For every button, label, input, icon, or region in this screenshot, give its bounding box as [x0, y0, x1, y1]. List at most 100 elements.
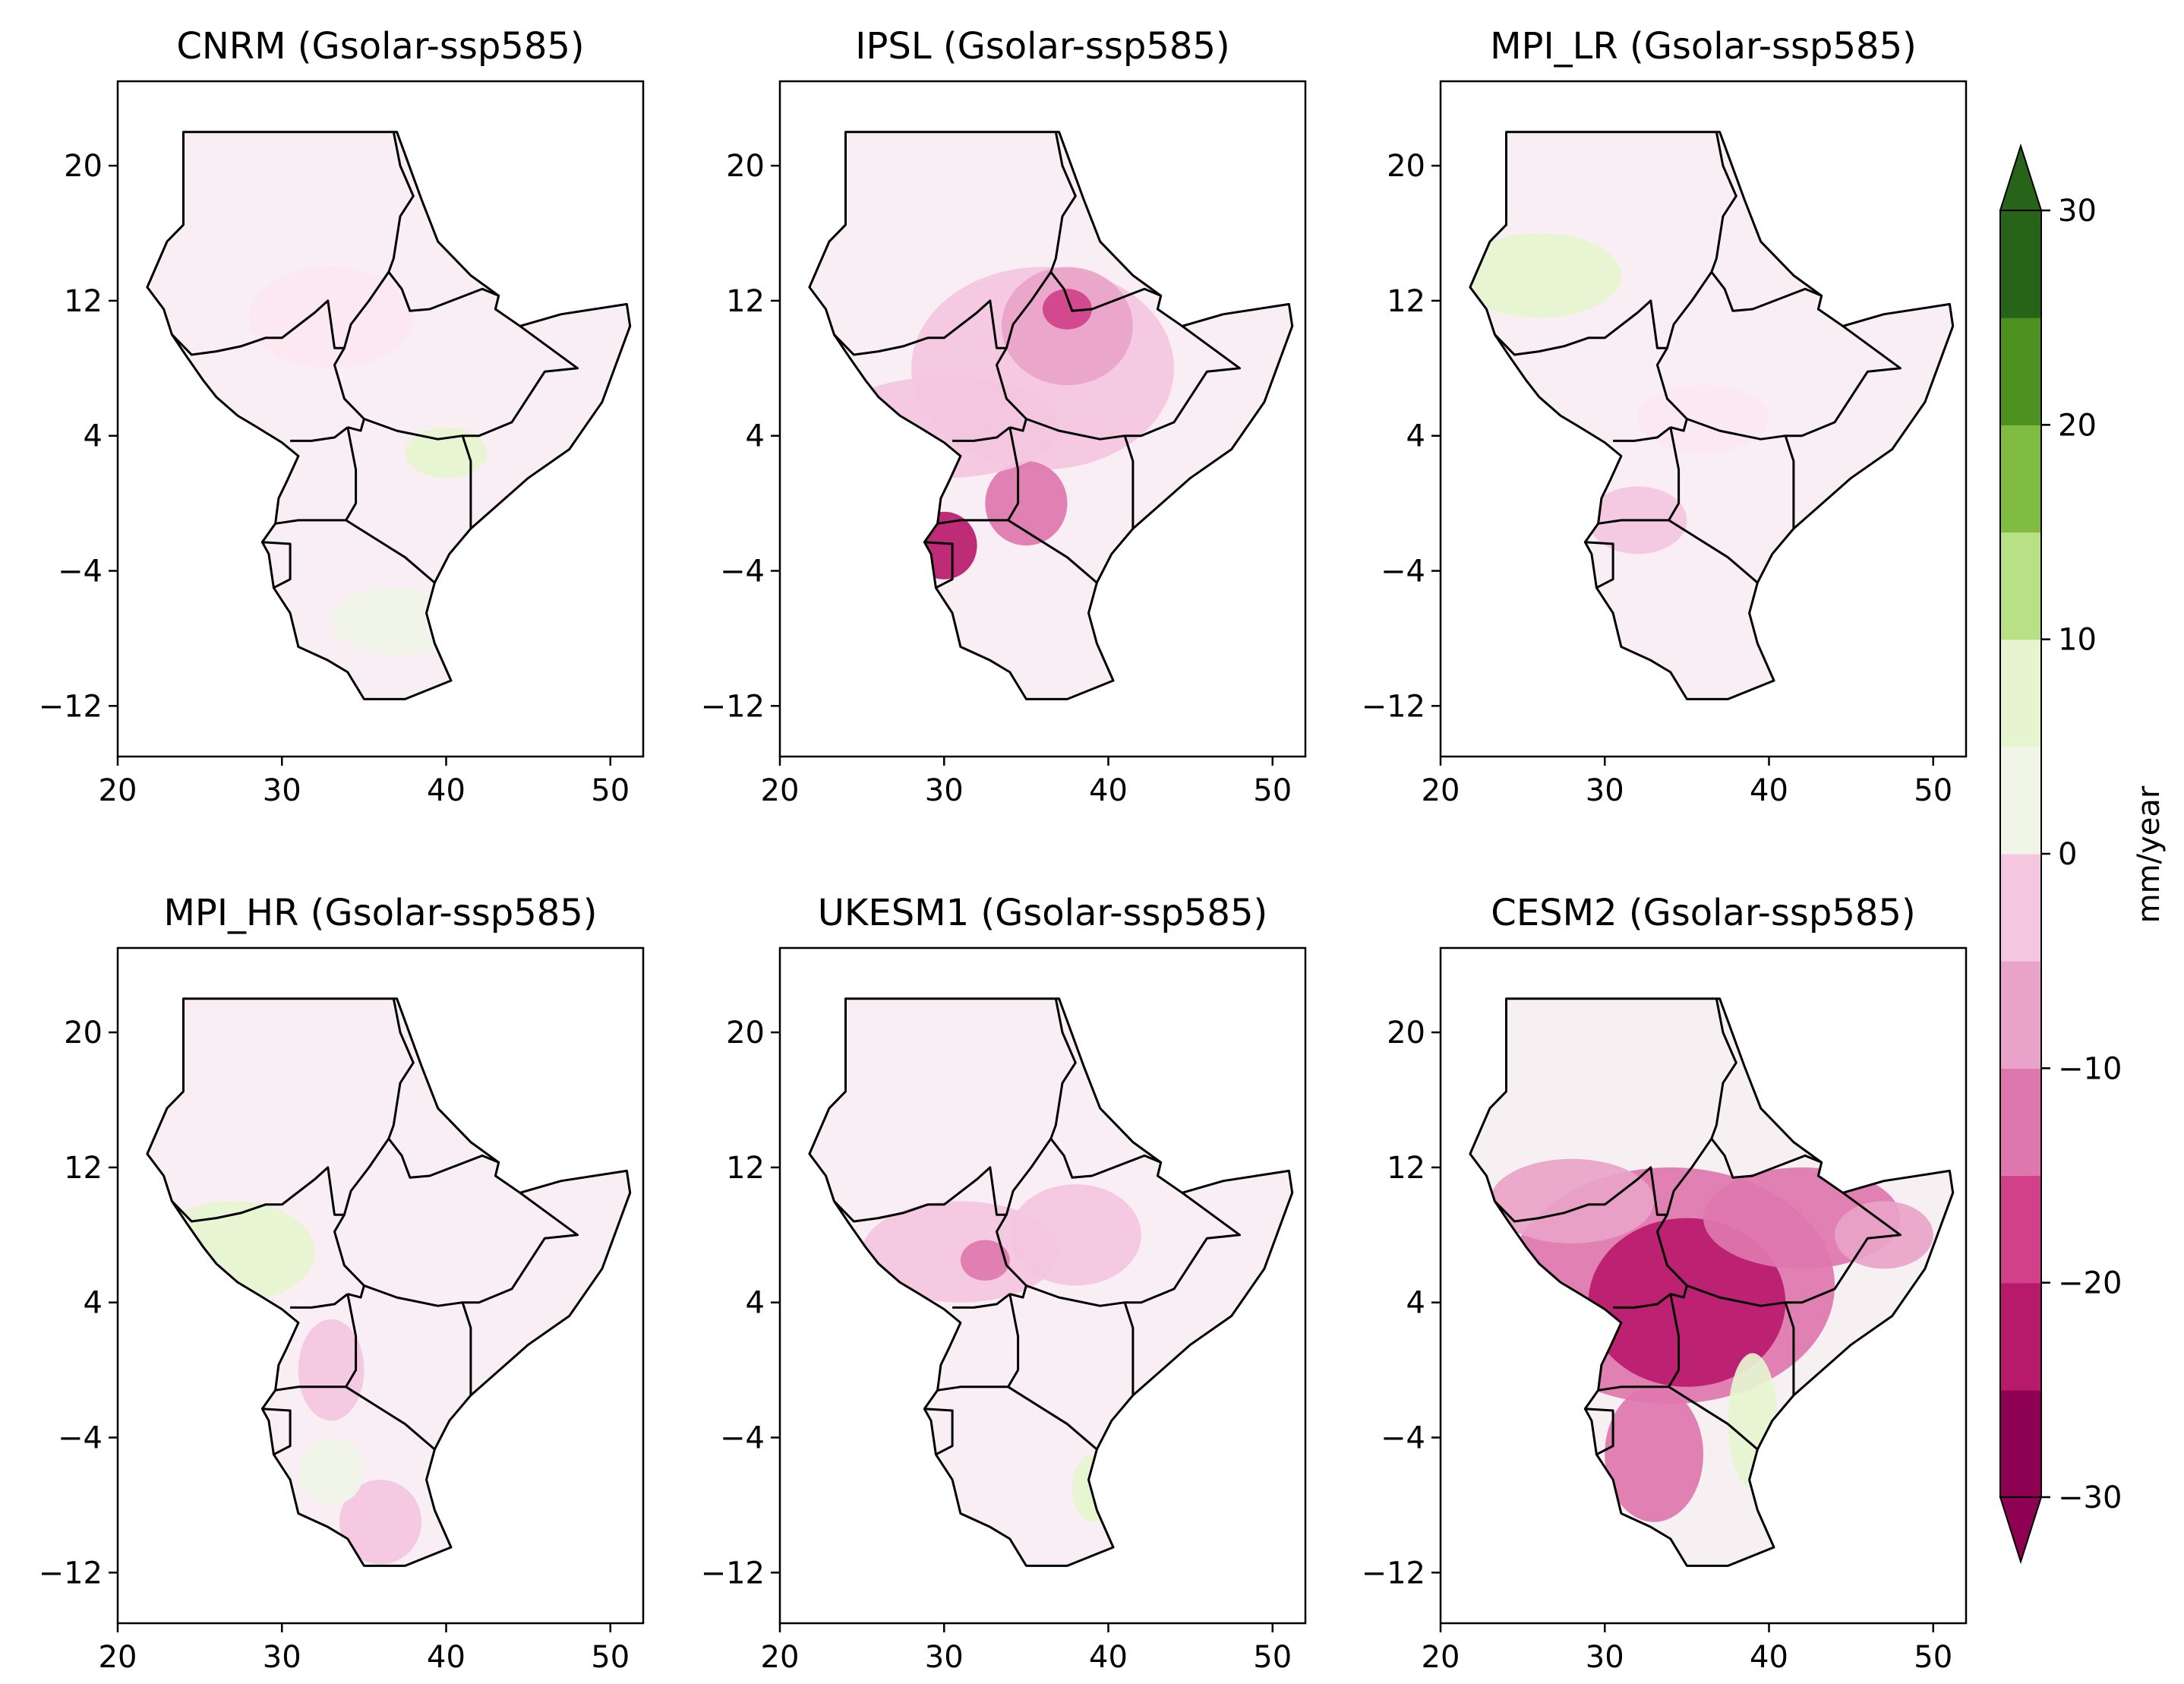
colorbar-unit-label: mm/year: [2132, 785, 2167, 923]
country-border: [333, 271, 579, 441]
country-border: [333, 1138, 579, 1307]
country-border: [1009, 419, 1027, 432]
x-tick-label: 20: [99, 1640, 137, 1675]
y-tick-label: −12: [701, 1556, 765, 1591]
country-border: [345, 1294, 358, 1388]
y-tick-label: 20: [64, 1016, 103, 1051]
panel-title: IPSL (Gsolar-ssp585): [855, 25, 1229, 68]
anomaly-contour: [1588, 1218, 1786, 1387]
country-border: [461, 435, 472, 529]
anomaly-contour: [1637, 385, 1769, 453]
x-tick-label: 40: [1089, 773, 1128, 808]
colorbar-tick-label: −20: [2058, 1266, 2122, 1301]
coastline: [146, 131, 632, 700]
y-tick-label: 12: [726, 284, 765, 319]
axes-frame: [1439, 946, 1968, 1625]
country-border: [1598, 1385, 1759, 1451]
x-tick-label: 50: [1914, 773, 1952, 808]
anomaly-contour: [1043, 289, 1092, 330]
y-tick-label: 20: [64, 149, 103, 184]
anomaly-contour: [298, 1319, 365, 1421]
colorbar: 30 20 10 0 −10 −20 −30 mm/year: [1999, 143, 2167, 1565]
x-tick-label: 50: [591, 773, 630, 808]
country-border: [1670, 1285, 1688, 1299]
panel-title: MPI_HR (Gsolar-ssp585): [163, 892, 597, 934]
anomaly-contour: [960, 1240, 1010, 1281]
colorbar-segment: [2000, 318, 2041, 425]
country-border: [290, 426, 349, 442]
country-border: [1585, 1408, 1614, 1456]
country-border: [1613, 426, 1671, 442]
x-tick-label: 20: [761, 773, 800, 808]
panel-title: CESM2 (Gsolar-ssp585): [1491, 892, 1915, 934]
axes-frame: [1439, 80, 1968, 758]
country-border: [952, 426, 1011, 442]
y-tick-label: 12: [1387, 284, 1425, 319]
land-area: [147, 998, 630, 1566]
country-border: [1123, 435, 1135, 529]
x-tick-label: 30: [1586, 1640, 1624, 1675]
anomaly-contour: [1469, 233, 1621, 318]
y-tick-label: 4: [1406, 419, 1425, 454]
country-border: [275, 519, 436, 584]
colorbar-tick-label: 20: [2058, 408, 2097, 443]
y-tick-label: 4: [84, 1286, 103, 1321]
country-border: [1494, 299, 1668, 356]
colorbar-tick-label: −30: [2058, 1480, 2122, 1515]
colorbar-segment: [2000, 1282, 2041, 1391]
anomaly-contour: [1835, 1201, 1933, 1269]
land-area: [147, 131, 630, 700]
axes-frame: [778, 80, 1307, 758]
country-border: [1613, 1293, 1671, 1309]
y-tick-label: −12: [1362, 689, 1425, 724]
colorbar-tick-label: −10: [2058, 1051, 2122, 1086]
coastline: [1469, 131, 1955, 700]
x-tick-label: 20: [1422, 1640, 1460, 1675]
x-tick-label: 50: [591, 1640, 630, 1675]
x-tick-label: 50: [1914, 1640, 1952, 1675]
country-border: [347, 1285, 365, 1299]
anomaly-contour: [862, 1201, 1059, 1303]
country-border: [1668, 427, 1681, 521]
panel-title: UKESM1 (Gsolar-ssp585): [818, 892, 1267, 934]
y-tick-label: 12: [64, 1151, 103, 1186]
panel-title: MPI_LR (Gsolar-ssp585): [1490, 25, 1917, 68]
x-tick-label: 40: [1089, 1640, 1128, 1675]
country-border: [937, 1385, 1098, 1451]
map-panel: MPI_LR (Gsolar-ssp585) 20 12 4 −4 −12 20 30 40 50: [1362, 25, 1968, 808]
country-border: [1123, 1302, 1135, 1395]
colorbar-tick-label: 10: [2058, 623, 2097, 658]
country-border: [347, 419, 365, 432]
country-border: [1784, 1302, 1795, 1395]
country-border: [1655, 1138, 1902, 1307]
colorbar-segment: [2000, 210, 2041, 318]
y-tick-label: −12: [1362, 1556, 1425, 1591]
x-tick-label: 20: [761, 1640, 800, 1675]
y-tick-label: 4: [1406, 1286, 1425, 1321]
country-border: [1007, 1294, 1020, 1388]
colorbar-segment: [2000, 746, 2041, 855]
country-border: [1585, 541, 1614, 589]
country-border: [1598, 519, 1759, 584]
country-border: [1494, 1166, 1668, 1223]
country-border: [952, 1293, 1011, 1309]
axes-frame: [116, 946, 645, 1625]
map-panel: UKESM1 (Gsolar-ssp585) 20 12 4 −4 −12 20 30 40 50: [701, 892, 1307, 1675]
country-border: [171, 1166, 345, 1223]
colorbar-segment: [2000, 1068, 2041, 1177]
x-tick-label: 40: [1750, 773, 1788, 808]
y-tick-label: 4: [84, 419, 103, 454]
coastline: [808, 997, 1294, 1567]
colorbar-segment: [2000, 1389, 2041, 1498]
anomaly-contour: [1489, 1158, 1655, 1243]
coastline: [146, 997, 632, 1567]
y-tick-label: 4: [746, 1286, 765, 1321]
anomaly-contour: [298, 1437, 365, 1505]
map-panel: CESM2 (Gsolar-ssp585) 20 12 4 −4 −12 20 30 40 50: [1362, 892, 1968, 1675]
y-tick-label: 12: [64, 284, 103, 319]
country-border: [345, 427, 358, 521]
country-border: [1670, 419, 1688, 432]
colorbar-segment: [2000, 425, 2041, 533]
y-tick-label: −4: [720, 1421, 765, 1456]
anomaly-contour: [1605, 1386, 1704, 1522]
